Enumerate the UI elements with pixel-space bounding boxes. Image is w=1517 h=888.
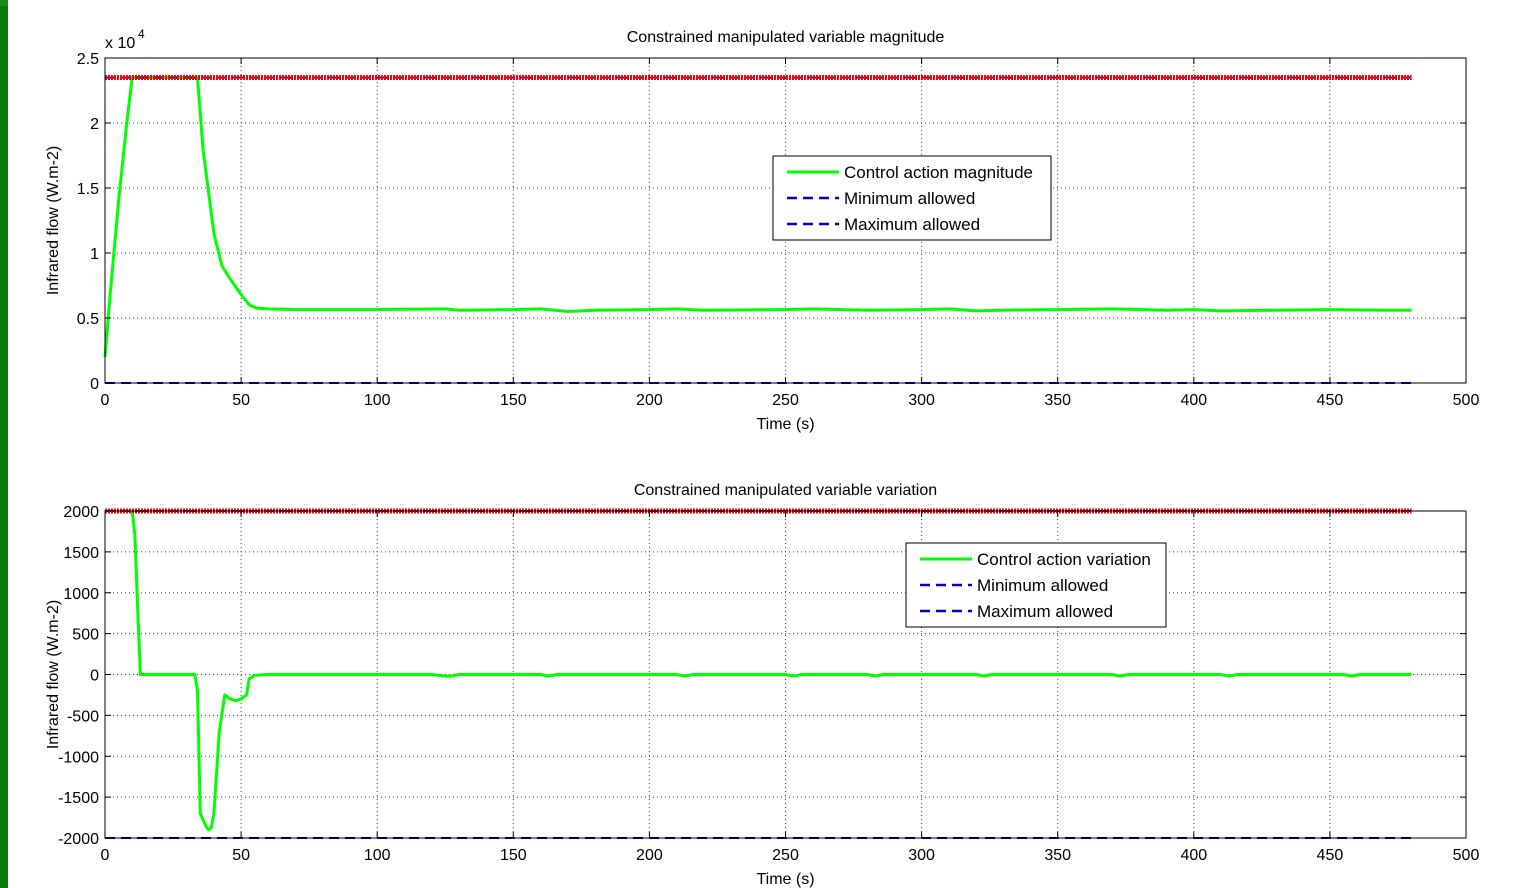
- y-axis-label: Infrared flow (W.m-2): [45, 146, 62, 295]
- y-tick-label: 1.5: [77, 181, 99, 198]
- x-tick-label: 100: [364, 847, 391, 864]
- chart-title: Constrained manipulated variable variati…: [634, 482, 937, 499]
- y-tick-label: 1: [90, 246, 99, 263]
- chart-title: Constrained manipulated variable magnitu…: [627, 29, 945, 46]
- y-tick-label: 0.5: [77, 311, 99, 328]
- chart-1: 0 50 100 150 200 250 300 350 400 450 500 0 0.5 1 1.5 2 2…: [45, 27, 1479, 433]
- y-tick-label: -500: [67, 708, 99, 725]
- legend: Control action magnitude Minimum allowed M…: [772, 155, 1052, 241]
- x-tick-label: 350: [1044, 392, 1071, 409]
- x-tick-label: 0: [101, 392, 110, 409]
- legend-label-3: Maximum allowed: [977, 602, 1113, 621]
- x-tick-label: 500: [1453, 392, 1480, 409]
- y-axis-label: Infrared flow (W.m-2): [45, 600, 62, 749]
- y-tick-label: -2000: [58, 831, 99, 848]
- y-tick-label: 0: [90, 376, 99, 393]
- x-tick-label: 400: [1180, 392, 1207, 409]
- y-tick-label: 2000: [63, 504, 99, 521]
- y-tick-label: -1500: [58, 790, 99, 807]
- x-tick-label: 400: [1180, 847, 1207, 864]
- y-tick-label: 500: [72, 627, 99, 644]
- y-tick-label: 0: [90, 668, 99, 685]
- x-tick-label: 250: [772, 847, 799, 864]
- y-exponent-value: 4: [138, 27, 145, 41]
- x-tick-label: 350: [1044, 847, 1071, 864]
- x-axis-label: Time (s): [756, 871, 814, 888]
- x-tick-label: 200: [636, 392, 663, 409]
- x-tick-label: 500: [1453, 847, 1480, 864]
- legend-label-1: Control action magnitude: [844, 163, 1033, 182]
- x-tick-label: 150: [500, 392, 527, 409]
- y-tick-label: 2: [90, 116, 99, 133]
- y-tick-label: -1000: [58, 749, 99, 766]
- x-tick-label: 450: [1317, 847, 1344, 864]
- x-tick-label: 50: [232, 392, 250, 409]
- legend-label-3: Maximum allowed: [844, 215, 980, 234]
- legend-label-2: Minimum allowed: [844, 189, 975, 208]
- legend-box: [905, 542, 1167, 628]
- series-line-1: [130, 510, 1412, 832]
- x-tick-label: 200: [636, 847, 663, 864]
- legend: Control action variation Minimum allowed M…: [905, 542, 1167, 628]
- x-tick-label: 300: [908, 847, 935, 864]
- y-tick-label: 1500: [63, 545, 99, 562]
- x-tick-label: 100: [364, 392, 391, 409]
- legend-label-1: Control action variation: [977, 550, 1151, 569]
- x-tick-label: 50: [232, 847, 250, 864]
- x-tick-label: 450: [1317, 392, 1344, 409]
- y-exponent-label: x 10: [105, 35, 135, 52]
- x-tick-label: 250: [772, 392, 799, 409]
- x-tick-label: 300: [908, 392, 935, 409]
- chart-2: 0 50 100 150 200 250 300 350 400 450 500 -2000 -1500…: [45, 482, 1479, 888]
- x-tick-label: 0: [101, 847, 110, 864]
- y-tick-label: 2.5: [77, 51, 99, 68]
- x-tick-label: 150: [500, 847, 527, 864]
- y-tick-label: 1000: [63, 586, 99, 603]
- legend-label-2: Minimum allowed: [977, 576, 1108, 595]
- x-axis-label: Time (s): [756, 416, 814, 433]
